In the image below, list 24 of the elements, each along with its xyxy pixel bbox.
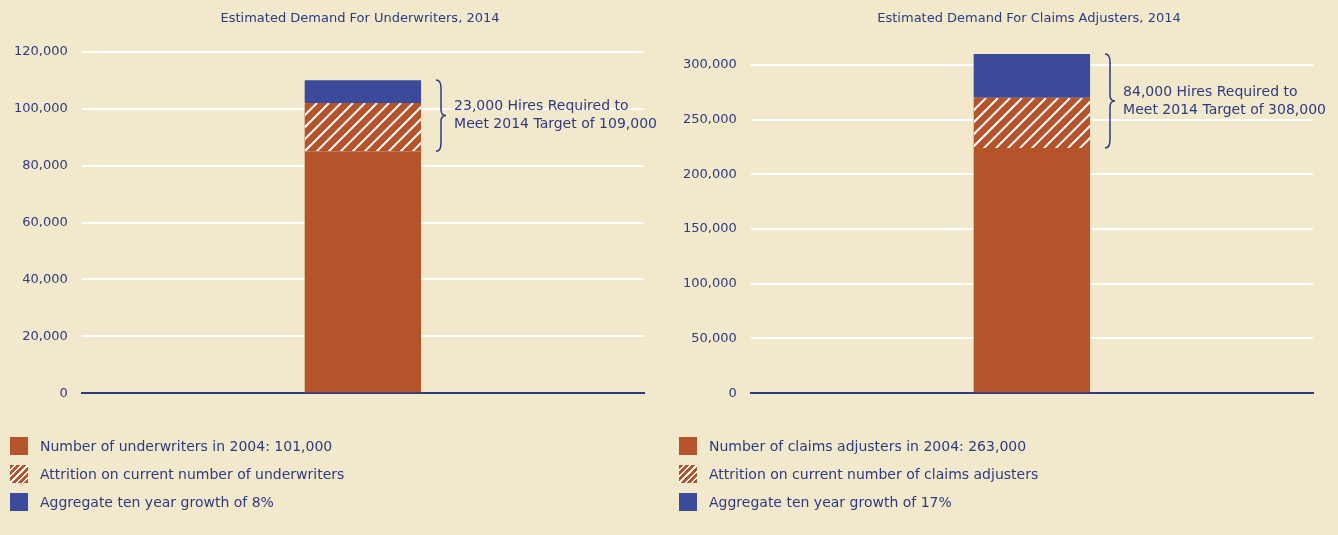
y-tick-label: 250,000 [682,111,737,127]
annotation: 84,000 Hires Required to Meet 2014 Target of 308,000 [1123,82,1327,117]
y-tick-label: 80,000 [22,156,68,172]
legend-label: Aggregate ten year growth of 8% [40,494,274,510]
legend-label: Number of claims adjusters in 2004: 263,000 [709,438,1027,454]
chart-title: Estimated Demand For Underwriters, 2014 [219,10,501,25]
y-tick-label: 50,000 [691,329,737,345]
y-tick-label: 20,000 [22,327,68,343]
y-tick-label: 300,000 [682,56,737,72]
y-tick-label: 100,000 [13,100,68,116]
annotation: 23,000 Hires Required to Meet 2014 Target of 109,000 [454,97,658,132]
y-tick-label: 120,000 [13,43,68,59]
legend-label: Number of underwriters in 2004: 101,000 [40,438,333,454]
legend-label: Attrition on current number of claims adjusters [709,466,1039,482]
y-tick-label: 60,000 [22,213,68,229]
legend-label: Attrition on current number of underwriters [40,466,345,482]
legend-label: Aggregate ten year growth of 17% [709,494,952,510]
chart-title: Estimated Demand For Claims Adjusters, 2014 [876,10,1182,25]
y-tick-label: 200,000 [682,165,737,181]
y-tick-label: 0 [59,384,68,400]
y-tick-label: 100,000 [682,275,737,291]
y-tick-label: 0 [728,384,737,400]
y-tick-label: 40,000 [22,270,68,286]
y-tick-label: 150,000 [682,220,737,236]
